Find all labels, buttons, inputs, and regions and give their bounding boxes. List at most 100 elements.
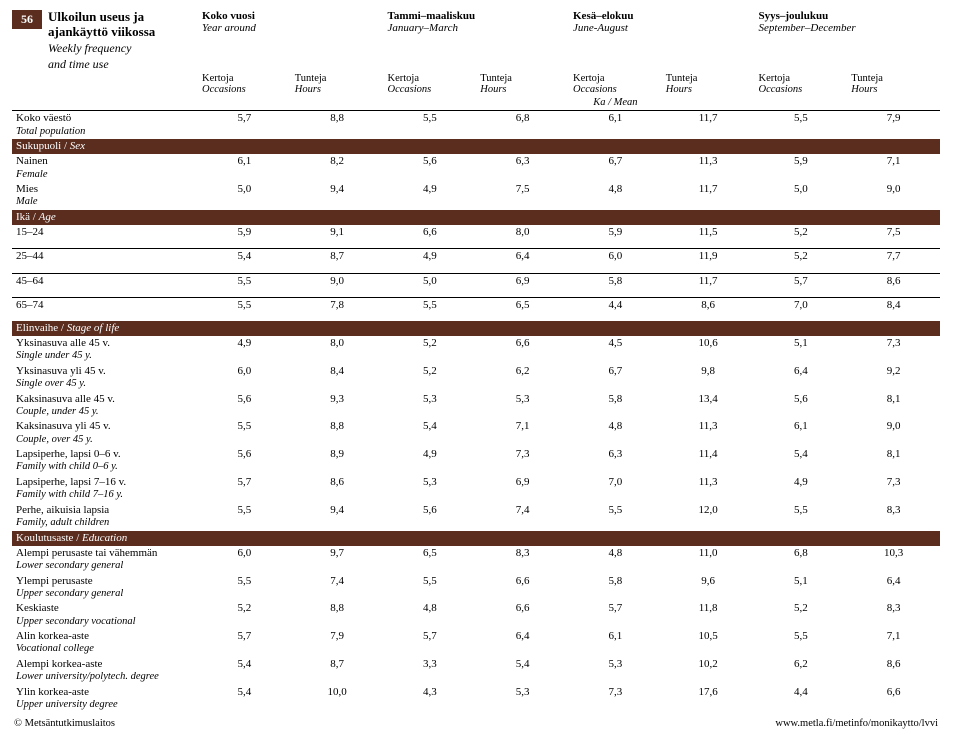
cell-value: 6,1: [569, 629, 662, 657]
cell-value: 11,9: [662, 249, 755, 265]
cell-value: 7,3: [569, 685, 662, 713]
cell-value: 9,4: [291, 182, 384, 210]
kertoja-fi: Kertoja: [759, 73, 848, 84]
table-row: Kaksinasuva yli 45 v.Couple, over 45 y.5…: [12, 419, 940, 447]
cell-value: 8,6: [291, 475, 384, 503]
row-label-en: Female: [16, 169, 194, 182]
table-row: Koko väestöTotal population5,78,85,56,86…: [12, 111, 940, 139]
kertoja-fi: Kertoja: [388, 73, 477, 84]
cell-value: 9,3: [291, 392, 384, 420]
cell-value: 5,7: [384, 629, 477, 657]
row-label-fi: 25–44: [16, 250, 44, 262]
kertoja-en: Occasions: [759, 84, 848, 95]
table-row: Ylempi perusasteUpper secondary general5…: [12, 574, 940, 602]
cell-value: 4,8: [569, 419, 662, 447]
kertoja-fi: Kertoja: [202, 73, 291, 84]
cell-value: 8,7: [291, 249, 384, 265]
table-row: Alempi perusaste tai vähemmänLower secon…: [12, 546, 940, 574]
table-row: 25–445,48,74,96,46,011,95,27,7: [12, 249, 940, 265]
cell-value: 9,6: [662, 574, 755, 602]
period-fi: Koko vuosi: [202, 10, 384, 22]
tunteja-fi: Tunteja: [666, 73, 755, 84]
cell-value: 8,1: [847, 447, 940, 475]
cell-value: 6,5: [384, 546, 477, 574]
cell-value: 8,6: [847, 273, 940, 289]
cell-value: 8,2: [291, 154, 384, 182]
cell-value: 8,3: [847, 601, 940, 629]
section-en: Education: [82, 532, 127, 544]
cell-value: 6,4: [476, 629, 569, 657]
cell-value: 7,7: [847, 249, 940, 265]
cell-value: 4,9: [198, 336, 291, 364]
table-row: Ylin korkea-asteUpper university degree5…: [12, 685, 940, 713]
cell-value: 5,4: [198, 685, 291, 713]
title-fi: Ulkoilun useus ja ajankäyttö viikossa: [48, 10, 198, 40]
cell-value: 9,0: [847, 182, 940, 210]
section-en: Stage of life: [67, 322, 120, 334]
row-label-fi: Mies: [16, 183, 38, 195]
data-table: Koko väestöTotal population5,78,85,56,86…: [12, 110, 940, 712]
cell-value: 5,7: [198, 629, 291, 657]
table-row: Lapsiperhe, lapsi 7–16 v.Family with chi…: [12, 475, 940, 503]
cell-value: 11,3: [662, 475, 755, 503]
cell-value: 6,3: [569, 447, 662, 475]
table-row: MiesMale5,09,44,97,54,811,75,09,0: [12, 182, 940, 210]
cell-value: 5,4: [198, 657, 291, 685]
cell-value: 5,0: [755, 182, 848, 210]
kertoja-en: Occasions: [388, 84, 477, 95]
cell-value: 5,4: [755, 447, 848, 475]
cell-value: 11,7: [662, 273, 755, 289]
cell-value: 6,1: [198, 154, 291, 182]
table-row: Alin korkea-asteVocational college5,77,9…: [12, 629, 940, 657]
cell-value: 5,6: [198, 392, 291, 420]
cell-value: 5,5: [569, 503, 662, 531]
page-number: 56: [12, 10, 42, 29]
cell-value: 7,9: [291, 629, 384, 657]
row-label-en: Vocational college: [16, 643, 194, 656]
cell-value: 5,7: [569, 601, 662, 629]
row-label-fi: 45–64: [16, 275, 44, 287]
cell-value: 11,4: [662, 447, 755, 475]
row-label-en: Upper secondary vocational: [16, 616, 194, 629]
tunteja-en: Hours: [480, 84, 569, 95]
cell-value: 9,7: [291, 546, 384, 574]
cell-value: 5,6: [755, 392, 848, 420]
cell-value: 5,2: [198, 601, 291, 629]
cell-value: 7,8: [291, 297, 384, 313]
cell-value: 5,5: [198, 297, 291, 313]
row-label-en: Total population: [16, 126, 194, 139]
cell-value: 5,1: [755, 574, 848, 602]
cell-value: 10,3: [847, 546, 940, 574]
cell-value: 9,4: [291, 503, 384, 531]
cell-value: 5,9: [198, 225, 291, 240]
cell-value: 7,5: [847, 225, 940, 240]
table-row: 15–245,99,16,68,05,911,55,27,5: [12, 225, 940, 240]
cell-value: 10,6: [662, 336, 755, 364]
cell-value: 4,9: [384, 447, 477, 475]
cell-value: 6,8: [476, 111, 569, 139]
cell-value: 8,8: [291, 601, 384, 629]
section-header: Koulutusaste / Education: [12, 531, 940, 546]
cell-value: 5,6: [198, 447, 291, 475]
cell-value: 7,1: [847, 629, 940, 657]
cell-value: 5,4: [476, 657, 569, 685]
title-block: Ulkoilun useus ja ajankäyttö viikossa We…: [48, 10, 198, 71]
cell-value: 6,6: [476, 574, 569, 602]
row-label-fi: Ylin korkea-aste: [16, 686, 89, 698]
cell-value: 8,3: [847, 503, 940, 531]
table-row: Alempi korkea-asteLower university/polyt…: [12, 657, 940, 685]
cell-value: 7,0: [569, 475, 662, 503]
section-en: Age: [39, 211, 56, 223]
cell-value: 7,1: [847, 154, 940, 182]
row-label-fi: Kaksinasuva alle 45 v.: [16, 393, 115, 405]
mean-row: Ka / Mean: [12, 97, 940, 108]
cell-value: 5,5: [755, 629, 848, 657]
cell-value: 6,6: [476, 601, 569, 629]
cell-value: 5,0: [384, 273, 477, 289]
cell-value: 5,6: [384, 503, 477, 531]
cell-value: 11,7: [662, 182, 755, 210]
footer-right: www.metla.fi/metinfo/monikaytto/lvvi: [775, 718, 938, 729]
kertoja-fi: Kertoja: [573, 73, 662, 84]
cell-value: 11,5: [662, 225, 755, 240]
cell-value: 8,3: [476, 546, 569, 574]
